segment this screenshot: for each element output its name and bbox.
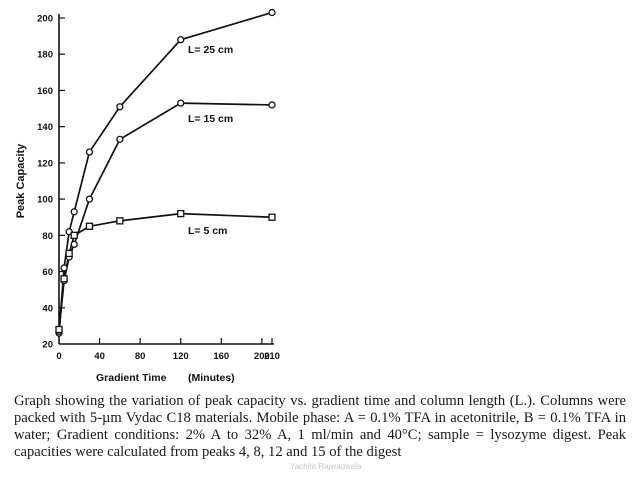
series-line-0	[58, 11, 273, 334]
y-tick-label: 40	[42, 303, 53, 314]
data-point-circle	[85, 195, 94, 203]
chart-axes	[58, 14, 274, 345]
x-axis-unit: (Minutes)	[188, 372, 235, 384]
x-tick-label: 120	[173, 351, 189, 362]
chart-markers	[55, 8, 276, 337]
y-axis-label: Peak Capacity	[15, 143, 27, 218]
data-point-circle	[70, 208, 78, 216]
series-line-1	[58, 102, 273, 332]
data-point-circle	[70, 240, 78, 249]
data-point-square	[268, 213, 276, 221]
data-point-circle	[177, 36, 185, 44]
y-tick-label: 60	[42, 267, 53, 278]
figure-caption: Graph showing the variation of peak capa…	[14, 393, 626, 460]
data-point-circle	[85, 148, 94, 156]
y-tick-label: 120	[37, 158, 53, 169]
series-line-2	[58, 212, 273, 330]
chart-ticks: 20 40 60 80 100 120 140 160 180 200 0 40 80 120 160 200…	[37, 14, 280, 363]
data-point-circle	[268, 101, 276, 109]
x-axis-label: Gradient Time	[96, 372, 167, 384]
y-tick-label: 160	[37, 86, 53, 97]
data-point-circle	[116, 103, 124, 111]
x-tick-label: 40	[94, 351, 105, 362]
data-point-square	[55, 325, 63, 334]
data-point-circle	[177, 99, 185, 107]
x-tick-label: 210	[264, 351, 280, 362]
x-tick-label: 0	[56, 351, 61, 362]
series-label: L= 25 cm	[188, 44, 233, 56]
data-point-square	[70, 231, 78, 239]
data-point-circle	[116, 135, 124, 143]
y-tick-label: 80	[42, 231, 53, 242]
data-point-circle	[268, 8, 276, 17]
x-tick-label: 80	[135, 351, 146, 362]
data-point-square	[65, 249, 73, 258]
x-tick-label: 160	[213, 351, 229, 362]
chart-labels: Peak Capacity Gradient Time (Minutes) L= 25…	[15, 44, 235, 384]
data-point-square	[116, 217, 124, 225]
data-point-circle	[60, 264, 68, 272]
data-point-square	[60, 275, 68, 283]
data-point-square	[177, 209, 185, 218]
y-tick-label: 140	[37, 122, 53, 133]
series-label: L= 5 cm	[188, 225, 227, 237]
y-tick-label: 200	[37, 14, 53, 25]
data-point-square	[85, 222, 94, 230]
y-tick-label: 20	[42, 340, 53, 351]
y-tick-label: 100	[37, 195, 53, 206]
chart-lines	[58, 11, 273, 334]
y-tick-label: 180	[37, 50, 53, 61]
watermark: Yachita Rajwadwala	[290, 462, 362, 471]
series-label: L= 15 cm	[188, 113, 233, 125]
x-tick-label: 200	[254, 351, 270, 362]
